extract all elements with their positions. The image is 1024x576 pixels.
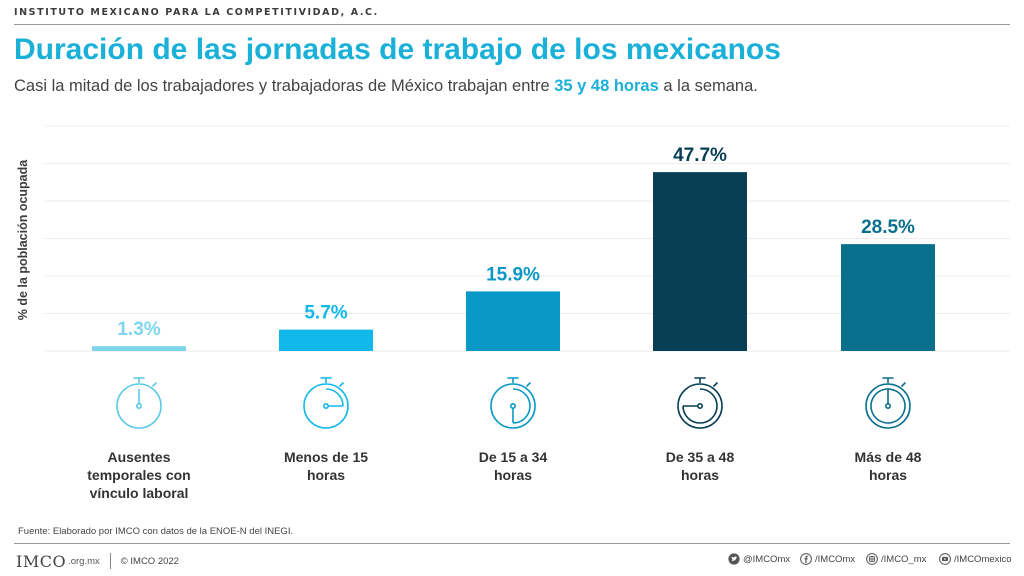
value-label: 28.5% xyxy=(861,217,915,238)
social-handle: /IMCOmx xyxy=(815,553,856,565)
imco-logo: IMCO xyxy=(16,551,67,571)
value-label: 1.3% xyxy=(117,319,160,340)
value-label: 47.7% xyxy=(673,145,727,166)
bar xyxy=(841,244,935,351)
chart-title: Duración de las jornadas de trabajo de l… xyxy=(14,33,781,66)
stopwatch-empty-icon xyxy=(116,377,162,429)
youtube-icon xyxy=(939,553,951,565)
stopwatch-three-quarter-icon xyxy=(677,377,723,429)
social-handle: @IMCOmx xyxy=(743,553,791,565)
bar xyxy=(466,291,560,351)
category-label: Menos de 15 horas xyxy=(251,449,401,485)
social-youtube[interactable]: /IMCOmexico xyxy=(939,553,1012,565)
footer-brand: IMCO .org.mx © IMCO 2022 xyxy=(16,551,179,571)
bar xyxy=(279,329,373,351)
subtitle-text-end: a la semana. xyxy=(663,77,758,95)
bar xyxy=(653,172,747,351)
value-label: 5.7% xyxy=(304,303,347,324)
bar-chart: 1.3% 5.7% 15.9% 47.7% 28.5% xyxy=(45,125,1010,352)
stopwatch-quarter-icon xyxy=(303,377,349,429)
category-label-line: temporales con xyxy=(87,466,191,483)
social-twitter[interactable]: @IMCOmx xyxy=(728,553,790,565)
social-handle: /IMCO_mx xyxy=(881,553,927,565)
copyright: © IMCO 2022 xyxy=(120,555,179,567)
header-divider xyxy=(14,24,1010,25)
stopwatch-full-icon xyxy=(865,377,911,429)
footer-separator xyxy=(109,553,111,569)
social-handle: /IMCOmexico xyxy=(954,553,1012,565)
category-label-line: Menos de 15 xyxy=(283,449,369,465)
category-label: De 35 a 48 horas xyxy=(625,449,775,485)
category-label: De 15 a 34 horas xyxy=(438,449,588,485)
category-label-line: De 35 a 48 xyxy=(665,449,735,465)
instagram-icon xyxy=(866,553,878,565)
category-label: Más de 48 horas xyxy=(813,449,963,485)
subtitle-text-start: Casi la mitad de los trabajadores y trab… xyxy=(14,77,550,95)
bar xyxy=(92,346,186,351)
social-facebook[interactable]: /IMCOmx xyxy=(800,553,855,565)
value-label: 15.9% xyxy=(486,264,540,285)
category-label-line: horas xyxy=(868,466,908,483)
footer-divider xyxy=(14,543,1010,544)
chart-subtitle: Casi la mitad de los trabajadores y trab… xyxy=(14,77,758,96)
category-label-line: horas xyxy=(306,466,346,483)
organization-name: INSTITUTO MEXICANO PARA LA COMPETITIVIDA… xyxy=(14,7,379,18)
twitter-icon xyxy=(728,553,740,565)
category-label-line: Ausentes xyxy=(107,449,171,465)
category-label-line: horas xyxy=(493,466,533,483)
facebook-icon xyxy=(800,553,812,565)
category-label-line: vínculo laboral xyxy=(89,484,189,501)
subtitle-highlight: 35 y 48 horas xyxy=(554,77,659,95)
category-label-line: horas xyxy=(680,466,720,483)
logo-domain: .org.mx xyxy=(68,555,100,567)
category-label: Ausentes temporales con vínculo laboral xyxy=(64,449,214,503)
category-label-line: Más de 48 xyxy=(854,449,922,465)
category-label-line: De 15 a 34 xyxy=(478,449,548,465)
source-note: Fuente: Elaborado por IMCO con datos de … xyxy=(18,526,294,537)
stopwatch-half-icon xyxy=(490,377,536,429)
social-instagram[interactable]: /IMCO_mx xyxy=(866,553,926,565)
